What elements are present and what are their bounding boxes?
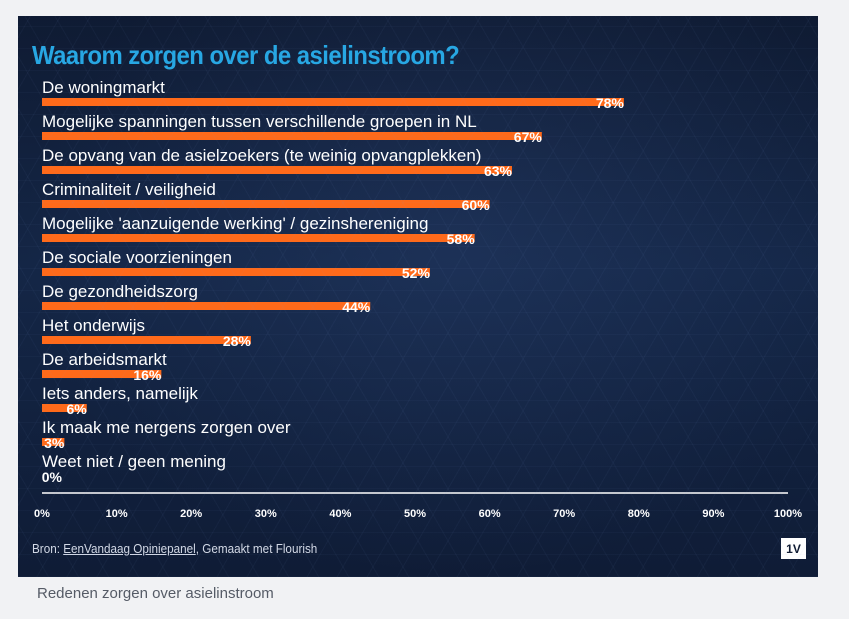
- category-label: Iets anders, namelijk: [42, 384, 198, 403]
- category-label: Mogelijke 'aanzuigende werking' / gezins…: [42, 214, 428, 233]
- category-label: Weet niet / geen mening: [42, 452, 226, 471]
- bar: [42, 302, 371, 310]
- category-label: De woningmarkt: [42, 78, 165, 97]
- value-label: 78%: [596, 95, 625, 111]
- value-label: 44%: [342, 299, 371, 315]
- value-label: 63%: [484, 163, 513, 179]
- chart-title: Waarom zorgen over de asielinstroom?: [32, 40, 460, 70]
- source-suffix: , Gemaakt met Flourish: [195, 541, 318, 556]
- category-label: De arbeidsmarkt: [42, 350, 167, 369]
- x-tick-label: 60%: [479, 508, 501, 520]
- category-label: Ik maak me nergens zorgen over: [42, 418, 291, 437]
- category-label: De opvang van de asielzoekers (te weinig…: [42, 146, 481, 165]
- category-label: De sociale voorzieningen: [42, 248, 232, 267]
- source-line: Bron: EenVandaag Opiniepanel, Gemaakt me…: [32, 541, 317, 556]
- source-link[interactable]: EenVandaag Opiniepanel: [63, 541, 196, 556]
- x-tick-label: 80%: [628, 508, 650, 520]
- bar: [42, 200, 490, 208]
- bar: [42, 438, 65, 446]
- value-label: 0%: [42, 469, 63, 485]
- eenvandaag-logo-badge[interactable]: 1V: [781, 538, 806, 559]
- bar: [42, 98, 624, 106]
- category-label: Criminaliteit / veiligheid: [42, 180, 216, 199]
- bar: [42, 336, 251, 344]
- x-tick-label: 90%: [702, 508, 724, 520]
- bar: [42, 166, 512, 174]
- x-tick-label: 40%: [329, 508, 351, 520]
- figure-caption: Redenen zorgen over asielinstroom: [37, 585, 274, 602]
- value-label: 67%: [514, 129, 543, 145]
- source-prefix: Bron:: [32, 541, 64, 556]
- x-tick-label: 100%: [774, 508, 802, 520]
- value-label: 6%: [67, 401, 88, 417]
- value-label: 16%: [133, 367, 162, 383]
- category-label: De gezondheidszorg: [42, 282, 198, 301]
- bar: [42, 132, 542, 140]
- x-tick-label: 20%: [180, 508, 202, 520]
- value-label: 3%: [44, 435, 65, 451]
- x-tick-label: 0%: [34, 508, 50, 520]
- chart-panel: Waarom zorgen over de asielinstroom? De …: [18, 16, 818, 577]
- category-label: Mogelijke spanningen tussen verschillend…: [42, 112, 477, 131]
- value-label: 60%: [462, 197, 491, 213]
- bar-chart: De woningmarkt 78% Mogelijke spanningen tu…: [34, 78, 802, 520]
- bar: [42, 370, 162, 378]
- value-label: 28%: [223, 333, 252, 349]
- category-label: Het onderwijs: [42, 316, 145, 335]
- x-tick-label: 30%: [255, 508, 277, 520]
- value-label: 58%: [447, 231, 476, 247]
- value-label: 52%: [402, 265, 431, 281]
- x-tick-label: 50%: [404, 508, 426, 520]
- x-tick-label: 10%: [106, 508, 128, 520]
- bar: [42, 404, 87, 412]
- bar: [42, 234, 475, 242]
- x-tick-label: 70%: [553, 508, 575, 520]
- bar: [42, 268, 430, 276]
